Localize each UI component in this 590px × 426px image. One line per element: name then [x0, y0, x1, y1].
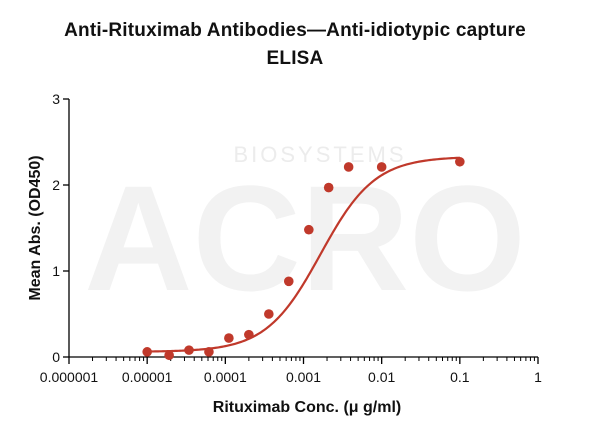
- x-tick-label: 0.1: [450, 369, 470, 385]
- data-point: [244, 329, 254, 340]
- watermark-text: BIOSYSTEMS: [233, 142, 406, 167]
- data-point: [283, 276, 294, 287]
- data-point: [224, 333, 234, 343]
- watermark-brand: ACRO: [84, 154, 526, 322]
- x-axis-label: Rituximab Conc. (μ g/ml): [213, 399, 401, 416]
- y-tick-label: 3: [52, 91, 60, 107]
- chart-title-line-1: Anti-Rituximab Antibodies—Anti-idiotypic…: [64, 20, 526, 41]
- data-point: [164, 350, 174, 361]
- data-point: [304, 224, 314, 235]
- y-tick-label: 2: [52, 177, 60, 193]
- x-tick-label: 0.01: [368, 369, 395, 385]
- data-point: [343, 162, 354, 172]
- x-tick-label: 0.00001: [122, 369, 173, 385]
- data-point: [455, 156, 465, 167]
- data-point: [184, 345, 194, 355]
- x-tick-label: 1: [534, 369, 542, 385]
- chart-title-line-2: ELISA: [266, 48, 324, 69]
- x-tick-label: 0.000001: [40, 369, 99, 385]
- fit-curve-layer: [147, 156, 460, 353]
- x-tick-label: 0.001: [286, 369, 321, 385]
- axes: 0 1 2 3 0.000001 0.00001 0.0001 0.001 0.01 0.1 1: [40, 91, 542, 385]
- y-tick-label: 0: [52, 349, 60, 365]
- y-axis-label: Mean Abs. (OD450): [27, 155, 44, 300]
- x-tick-label: 0.0001: [204, 369, 247, 385]
- data-point: [142, 347, 152, 357]
- data-point: [264, 309, 274, 319]
- watermark: ACRO BIOSYSTEMS: [84, 142, 526, 322]
- data-points-layer: [142, 156, 465, 361]
- data-point: [323, 182, 334, 193]
- data-point: [376, 162, 387, 172]
- y-tick-label: 1: [52, 263, 60, 279]
- fit-curve: [147, 156, 460, 353]
- data-point: [204, 347, 214, 357]
